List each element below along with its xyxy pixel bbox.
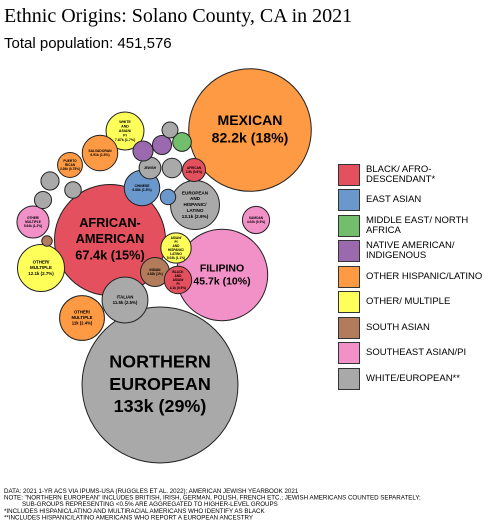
footnote: SUB-GROUPS REPRESENTING <0.5% ARE AGGREG… (22, 501, 278, 508)
bubble-value: 82.2k (18%) (212, 130, 289, 146)
bubble (81, 134, 119, 172)
bubble-label: CHINESE (135, 184, 151, 188)
legend-label: NATIVE AMERICAN/ INDIGENOUS (366, 240, 455, 262)
bubble-label: PUERTO RICAN (63, 159, 77, 167)
bubble-label: FILIPINO (200, 262, 244, 274)
bubble (40, 171, 60, 191)
bubble-value: 3.39k (0.75%) (60, 167, 80, 171)
legend-swatch (338, 163, 360, 186)
bubble-value: 5.64k (1.2%) (24, 224, 42, 228)
bubble-label: OTHER/MULTIPLE (72, 310, 93, 320)
bubble (151, 134, 173, 156)
bubble (160, 232, 192, 264)
legend-swatch (338, 265, 360, 288)
bubble-label: JEWISH (144, 166, 157, 170)
legend-swatch (338, 291, 360, 314)
bubble-value: 13.1k (2.9%) (182, 214, 209, 219)
bubble-label: ASIAN/PI AND HISPANIC/LATINO (168, 236, 184, 256)
bubble (181, 157, 207, 183)
bubble-value: 45.7k (10%) (193, 275, 250, 287)
legend-label: EAST ASIAN (366, 194, 422, 206)
legend: BLACK/ AFRO-DESCENDANT* EAST ASIAN MIDDLE … (338, 162, 484, 392)
bubble (159, 188, 177, 206)
bubble (241, 205, 271, 235)
bubble-value: 4.1k (0.9%) (170, 286, 186, 290)
bubble-label: AFRICAN (187, 166, 202, 170)
legend-item: OTHER/ MULTIPLE (338, 290, 484, 316)
legend-item: NATIVE AMERICAN/ INDIGENOUS (338, 239, 484, 265)
bubble-label: SALVADORAN (88, 149, 112, 153)
bubble (132, 140, 154, 162)
bubble-value: 2.9k (0.6%) (186, 170, 202, 174)
legend-item: WHITE/EUROPEAN** (338, 366, 484, 392)
bubble-value: 4.62k (1%) (147, 272, 163, 276)
legend-swatch (338, 214, 360, 237)
bubble-label: BLACK AND ASIAN/PI (172, 270, 184, 286)
bubble-label: INDIAN (150, 268, 162, 272)
bubble-label: ITALIAN (117, 294, 134, 299)
bubble (161, 157, 183, 179)
legend-item: EAST ASIAN (338, 188, 484, 214)
legend-swatch (338, 342, 360, 365)
bubble (16, 205, 50, 239)
bubble-value: 7.87k (1.7%) (115, 138, 136, 142)
legend-label: SOUTHEAST ASIAN/PI (366, 347, 467, 359)
legend-swatch (338, 367, 360, 390)
legend-item: OTHER HISPANIC/LATINO (338, 264, 484, 290)
footnote: *INCLUDES HISPANIC/LATINO AND MULTIRACIA… (4, 508, 265, 515)
bubble-value: 67.4k (15%) (75, 247, 144, 262)
bubble (64, 181, 82, 199)
bubble-label: EUROPEAN AND HISPANIC/LATINO (182, 191, 209, 213)
footnote: NOTE: "NORTHERN EUROPEAN" INCLUDES BRITI… (4, 495, 421, 502)
bubble (16, 243, 66, 293)
bubble (172, 132, 192, 152)
bubble-label: AFRICAN-AMERICAN (76, 215, 145, 246)
bubble-value: 133k (29%) (114, 396, 207, 416)
legend-label: BLACK/ AFRO-DESCENDANT* (366, 163, 436, 185)
bubble-label: OTHER/MULTIPLE (30, 260, 52, 271)
bubble (59, 295, 105, 341)
chart-subtitle: Total population: 451,576 (4, 35, 172, 52)
bubble-label: OTHER/MULTIPLE (25, 216, 41, 224)
bubble (163, 265, 193, 295)
legend-label: WHITE/EUROPEAN** (366, 372, 460, 384)
bubble (101, 276, 149, 324)
footnote: DATA: 2021 1-YR ACS VIA IPUMS-USA (RUGGL… (4, 488, 299, 495)
legend-item: SOUTHEAST ASIAN/PI (338, 341, 484, 367)
bubble-value: 4.03k (0.9%) (247, 220, 265, 224)
bubble-value: 12.1k (2.7%) (28, 271, 54, 276)
legend-label: SOUTH ASIAN (366, 321, 430, 333)
bubble (105, 111, 145, 151)
legend-label: OTHER/ MULTIPLE (366, 296, 451, 308)
legend-item: BLACK/ AFRO-DESCENDANT* (338, 162, 484, 188)
bubble-value: 11k (2.4%) (72, 320, 93, 325)
bubble-value: 5.03k (1.1%) (167, 256, 185, 260)
bubble (81, 306, 239, 464)
legend-swatch (338, 189, 360, 212)
footnote: **INCLUDES HISPANIC/LATINO AMERICANS WHO… (4, 514, 253, 521)
bubble-label: SAMOAN (249, 216, 264, 220)
bubble-label: WHITE AND ASIAN/PI (119, 120, 131, 138)
bubble (188, 68, 312, 192)
bubble (57, 152, 83, 178)
bubble (33, 190, 53, 210)
bubble (161, 121, 179, 139)
bubble-value: 6.88k (1.5%) (132, 188, 151, 192)
legend-label: MIDDLE EAST/ NORTH AFRICA (366, 214, 469, 236)
bubble-value: 11.5k (2.5%) (113, 300, 138, 305)
bubble-label: MEXICAN (218, 112, 283, 128)
legend-item: MIDDLE EAST/ NORTH AFRICA (338, 213, 484, 239)
bubble (41, 235, 53, 247)
legend-swatch (338, 316, 360, 339)
legend-item: SOUTH ASIAN (338, 315, 484, 341)
bubble-label: NORTHERN EUROPEAN (109, 351, 211, 393)
chart-title: Ethnic Origins: Solano County, CA in 202… (4, 5, 352, 27)
bubble-value: 6.91k (1.5%) (90, 153, 109, 157)
legend-label: OTHER HISPANIC/LATINO (366, 270, 483, 282)
legend-swatch (338, 240, 360, 263)
